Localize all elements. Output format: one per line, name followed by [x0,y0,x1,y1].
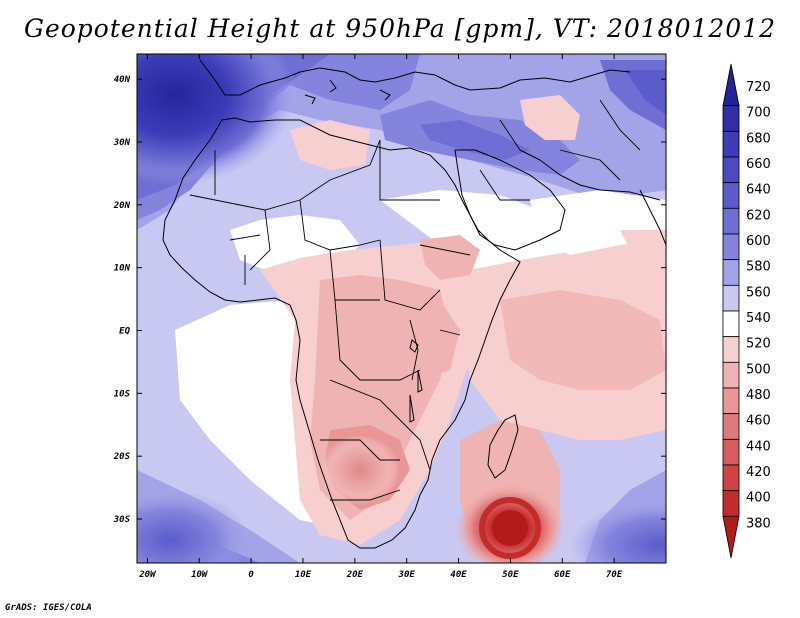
cutoff-low-ring [479,497,541,559]
sahara-520 [290,120,370,170]
colorbar-label: 680 [746,131,771,146]
africa-coastline [162,117,521,549]
lon-label: 60E [554,570,571,580]
colorbar-swatch [722,310,740,338]
colorbar-label: 540 [746,311,771,326]
plot-frame [136,53,667,564]
colorbar-label: 560 [746,285,771,300]
chart-title: Geopotential Height at 950hPa [gpm], VT:… [23,14,777,43]
lat-label: 40N [114,75,131,85]
colorbar-swatch [722,284,740,312]
colorbar-swatch [722,105,740,132]
indian-ocean-500 [500,290,666,390]
lon-label: 10W [191,570,209,580]
colorbar-label: 380 [746,516,771,531]
ethiopia-500 [420,235,480,280]
colorbar-swatch [722,361,740,389]
grads-credit: GrADS: IGES/COLA [5,603,92,613]
lon-label: 20E [346,570,364,580]
lat-label: EQ [119,326,130,336]
southwest-high [137,490,250,563]
great-lakes [409,339,423,423]
colorbar-swatch [722,413,740,440]
lat-label: 10N [114,264,131,274]
lon-label: 30E [398,570,416,580]
bengal-520 [620,230,666,280]
east-africa-500 [400,300,460,380]
colorbar-swatch [722,130,740,158]
colorbar-label: 440 [746,439,771,454]
colorbar-swatch [722,438,740,466]
northwest-high [137,54,295,185]
colorbar-label: 400 [746,491,771,506]
colorbar-label: 500 [746,362,771,377]
map-axes: 40N 30N 20N 10N EQ 10S 20S 30S 20W 10W 0 10E 20E 30E 4… [113,54,666,580]
arabia-520 [520,95,580,140]
colorbar-swatch [722,336,740,363]
cutoff-low-core [492,510,528,546]
colorbar-label: 620 [746,208,771,223]
arabia-coastline [454,149,566,251]
iran-coastline [519,149,661,201]
colorbar-label: 460 [746,414,771,429]
lon-label: 10E [295,570,312,580]
colorbar-label: 640 [746,183,771,198]
field-shading [137,54,666,563]
india-coastline [639,189,666,246]
country-borders [189,99,641,501]
colorbar-swatch [722,387,740,415]
colorbar: 720 700 680 660 640 620 600 580 560 540 520 500 480 4… [722,63,771,559]
europe-coastline [199,59,631,96]
east-med-620 [420,120,530,160]
colorbar-label: 720 [746,80,771,95]
colorbar-label: 600 [746,234,771,249]
lat-label: 30S [113,515,131,525]
lat-label: 30N [113,138,131,148]
colorbar-swatch [722,490,740,517]
colorbar-swatch [722,515,740,559]
colorbar-swatch [722,156,740,184]
colorbar-label: 420 [746,465,771,480]
lat-label: 20S [113,452,131,462]
colorbar-swatch [722,464,740,492]
colorbar-swatch [722,63,740,107]
colorbar-swatch [722,233,740,261]
lon-label: 0 [248,570,254,580]
colorbar-swatch [722,182,740,209]
lat-label: 10S [114,389,131,399]
colorbar-swatch [722,207,740,235]
lon-label: 40E [450,570,467,580]
colorbar-label: 580 [746,260,771,275]
mediterranean-islands [304,79,391,105]
lon-label: 50E [502,570,519,580]
northeast-640 [625,70,666,115]
lon-label: 70E [606,570,623,580]
southeast-high [570,500,666,563]
madagascar-coastline [487,414,519,479]
lon-label: 20W [138,570,157,580]
colorbar-label: 480 [746,388,771,403]
lat-label: 20N [113,201,131,211]
colorbar-swatch [722,259,740,286]
coastlines [162,59,666,549]
kalahari-low [320,435,400,505]
colorbar-label: 660 [746,157,771,172]
colorbar-label: 520 [746,337,771,352]
colorbar-label: 700 [746,106,771,121]
